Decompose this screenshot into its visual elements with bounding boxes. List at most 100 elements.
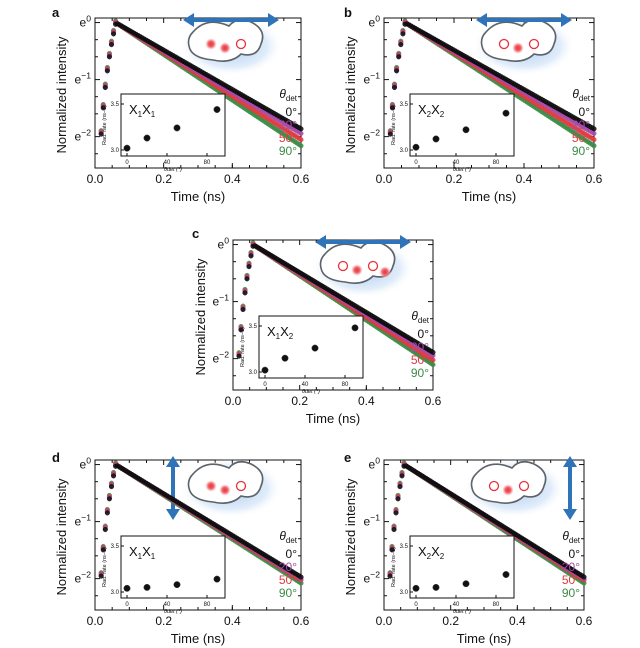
inset-label: X1X2 <box>267 324 294 341</box>
data-point <box>104 510 110 516</box>
data-point <box>387 131 393 137</box>
exciton-filled-dot <box>219 42 231 54</box>
inset-x-tick-label: 0 <box>125 160 129 166</box>
legend-entry: 90° <box>572 144 590 158</box>
inset-data-point <box>173 581 181 589</box>
inset-frame <box>409 535 515 599</box>
inset-x-tick-label: 80 <box>493 602 500 608</box>
inset-data-point <box>213 106 221 113</box>
inset-x-tick-label: 0 <box>414 602 418 608</box>
x-axis-label: Time (ns) <box>171 631 225 646</box>
x-axis-label: Time (ns) <box>171 189 225 204</box>
exciton-open-dot <box>528 38 540 50</box>
data-series-group <box>387 18 597 149</box>
schematic-illustration <box>311 235 415 298</box>
x-tick-label: 0.2 <box>155 172 172 186</box>
inset-data-point <box>351 324 359 332</box>
data-point <box>591 137 597 143</box>
data-point <box>397 484 403 490</box>
data-series-group <box>236 240 436 368</box>
y-axis-label: Normalized intensity <box>343 36 358 154</box>
data-point <box>236 353 242 359</box>
inset-x-axis-label: θdet (°) <box>302 389 320 395</box>
inset-data-point <box>412 143 420 151</box>
nanocrystal-shape <box>480 18 557 62</box>
polarization-arrow-head <box>400 235 411 249</box>
series-0° <box>387 21 597 137</box>
x-axis-label: Time (ns) <box>306 411 360 426</box>
inset-y-tick-label: 3.5 <box>400 102 409 108</box>
exciton-filled-dot <box>512 42 524 54</box>
x-tick-label: 0.0 <box>376 614 393 628</box>
inset-x-tick-label: 80 <box>204 160 211 166</box>
x-tick-label: 0.4 <box>516 172 533 186</box>
exciton-open-dot <box>518 480 530 492</box>
legend-title: θdet <box>279 529 297 545</box>
inset-x-axis-label: θdet (°) <box>164 167 182 173</box>
inset-data-point <box>432 583 440 591</box>
x-tick-label: 0.6 <box>576 614 593 628</box>
inset-data-point <box>412 584 420 592</box>
inset-x-tick-label: 0 <box>263 382 267 388</box>
inset-x-tick-label: 40 <box>453 160 460 166</box>
data-point <box>430 357 436 363</box>
legend-title: θdet <box>562 529 580 545</box>
polarization-arrow-head <box>166 509 180 520</box>
data-point <box>394 68 400 74</box>
legend-entry: 0° <box>418 327 430 341</box>
inset-y-axis-label: Rad. rate (ns−1) <box>102 547 108 587</box>
inset-x-tick-label: 0 <box>414 160 418 166</box>
exciton-open-dot <box>488 480 500 492</box>
inset-frame <box>120 93 226 157</box>
inset-data-point <box>123 584 131 592</box>
inset-y-tick-label: 3.0 <box>249 370 258 376</box>
x-axis-label: Time (ns) <box>457 631 511 646</box>
y-tick-label: e−1 <box>74 71 91 87</box>
x-tick-label: 0.2 <box>442 614 459 628</box>
data-point <box>106 496 112 502</box>
inset-x-tick-label: 40 <box>302 382 309 388</box>
legend-entry: 50° <box>411 353 429 367</box>
legend-entry: 50° <box>279 131 297 145</box>
inset-label: X1X1 <box>129 544 156 561</box>
x-tick-label: 0.4 <box>224 614 241 628</box>
inset-data-point <box>311 344 319 352</box>
data-point <box>238 327 244 333</box>
nanocrystal-shape <box>187 460 264 504</box>
inset-x-tick-label: 40 <box>164 160 171 166</box>
inset-x-axis-label: θdet (°) <box>453 167 471 173</box>
exciton-filled-dot <box>205 480 217 492</box>
data-point <box>392 85 398 91</box>
inset-frame <box>258 315 364 379</box>
exciton-filled-dot <box>379 266 391 278</box>
y-axis-label: Normalized intensity <box>193 258 208 376</box>
inset-x-tick-label: 80 <box>204 602 211 608</box>
polarization-arrow-head <box>315 235 326 249</box>
x-tick-label: 0.2 <box>446 172 463 186</box>
legend-entry: 90° <box>562 586 580 600</box>
inset-data-point <box>502 109 510 117</box>
data-point <box>298 126 304 132</box>
y-tick-label: e−2 <box>363 128 380 144</box>
inset-y-tick-label: 3.5 <box>111 102 120 108</box>
data-point <box>298 137 304 143</box>
y-tick-label: e0 <box>80 14 92 30</box>
exciton-open-dot <box>235 38 247 50</box>
inset-y-axis-label: Rad. rate (ns−1) <box>391 105 397 145</box>
inset-data-point <box>261 366 269 374</box>
panel-letter: b <box>344 5 352 20</box>
data-point <box>100 547 106 553</box>
inset-x-axis-label: θdet (°) <box>453 609 471 615</box>
inset-y-tick-label: 3.5 <box>400 544 409 550</box>
data-point <box>248 253 254 259</box>
nanocrystal-shape <box>187 18 264 62</box>
inset-data-point <box>123 144 131 152</box>
inset-label: X1X1 <box>129 102 156 119</box>
exciton-filled-dot <box>205 38 217 50</box>
polarization-arrow-head <box>561 13 572 27</box>
legend-entry: 50° <box>562 573 580 587</box>
polarization-arrow-head <box>268 13 279 27</box>
data-point <box>108 484 114 490</box>
data-point <box>395 496 401 502</box>
